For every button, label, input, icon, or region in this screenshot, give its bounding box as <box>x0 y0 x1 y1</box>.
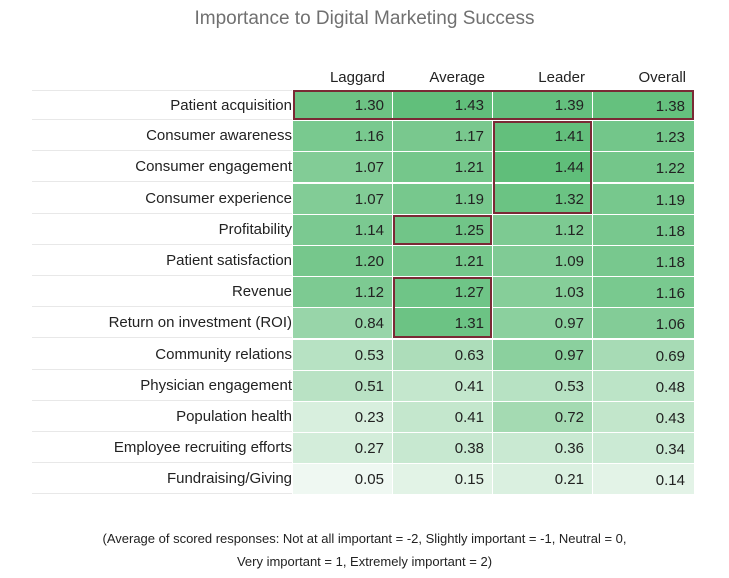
cell-patient-acquisition-average: 1.43 <box>393 90 492 120</box>
cell-population-health-laggard: 0.23 <box>293 402 392 432</box>
cell-consumer-engagement-leader: 1.44 <box>493 152 592 183</box>
table-row: Physician engagement 0.51 0.41 0.53 0.48 <box>32 370 694 402</box>
table-row: Fundraising/Giving 0.05 0.15 0.21 0.14 <box>32 464 694 495</box>
table-row: Revenue 1.12 1.27 1.03 1.16 <box>32 277 694 308</box>
row-label-fundraising-giving: Fundraising/Giving <box>32 464 292 495</box>
cell-revenue-average: 1.27 <box>393 277 492 308</box>
cell-fundraising-giving-overall: 0.14 <box>593 464 694 495</box>
row-label-community-relations: Community relations <box>32 340 292 370</box>
table-row: Profitability 1.14 1.25 1.12 1.18 <box>32 214 694 246</box>
cell-consumer-experience-average: 1.19 <box>393 183 492 214</box>
table-row: Employee recruiting efforts 0.27 0.38 0.36 0… <box>32 433 694 464</box>
cell-profitability-average: 1.25 <box>393 214 492 245</box>
cell-revenue-laggard: 1.12 <box>293 277 392 308</box>
cell-profitability-overall: 1.18 <box>593 214 694 245</box>
row-label-revenue: Revenue <box>32 277 292 308</box>
table-row: Consumer awareness 1.16 1.17 1.41 1.23 <box>32 121 694 152</box>
cell-consumer-experience-overall: 1.19 <box>593 183 694 214</box>
cell-profitability-laggard: 1.14 <box>293 214 392 245</box>
table-row: Consumer engagement 1.07 1.21 1.44 1.22 <box>32 152 694 183</box>
column-header-laggard: Laggard <box>329 69 385 86</box>
cell-fundraising-giving-laggard: 0.05 <box>293 464 392 495</box>
column-header-leader: Leader <box>538 69 585 86</box>
cell-community-relations-laggard: 0.53 <box>293 339 392 370</box>
cell-physician-engagement-laggard: 0.51 <box>293 370 392 401</box>
chart-title: Importance to Digital Marketing Success <box>194 8 535 29</box>
cell-patient-satisfaction-laggard: 1.20 <box>293 246 392 276</box>
cell-physician-engagement-average: 0.41 <box>393 370 492 401</box>
table-row: Population health 0.23 0.41 0.72 0.43 <box>32 402 694 433</box>
cell-patient-satisfaction-average: 1.21 <box>393 246 492 276</box>
row-label-profitability: Profitability <box>32 215 292 245</box>
footnote-line-2: Very important = 1, Extremely important … <box>236 554 493 569</box>
cell-return-on-investment-roi-laggard: 0.84 <box>293 308 392 339</box>
cell-patient-satisfaction-leader: 1.09 <box>493 246 592 276</box>
cell-employee-recruiting-efforts-laggard: 0.27 <box>293 433 392 464</box>
column-header-overall: Overall <box>638 69 686 86</box>
cell-fundraising-giving-leader: 0.21 <box>493 464 592 495</box>
row-label-patient-acquisition: Patient acquisition <box>32 90 292 120</box>
cell-employee-recruiting-efforts-average: 0.38 <box>393 433 492 464</box>
row-label-consumer-engagement: Consumer engagement <box>32 152 292 183</box>
cell-population-health-leader: 0.72 <box>493 402 592 432</box>
cell-revenue-leader: 1.03 <box>493 277 592 308</box>
cell-patient-acquisition-laggard: 1.30 <box>293 90 392 120</box>
cell-profitability-leader: 1.12 <box>493 214 592 245</box>
cell-employee-recruiting-efforts-overall: 0.34 <box>593 433 694 464</box>
cell-return-on-investment-roi-average: 1.31 <box>393 308 492 339</box>
cell-community-relations-overall: 0.69 <box>593 339 694 370</box>
cell-community-relations-leader: 0.97 <box>493 339 592 370</box>
cell-consumer-engagement-laggard: 1.07 <box>293 152 392 183</box>
cell-consumer-awareness-average: 1.17 <box>393 121 492 152</box>
cell-revenue-overall: 1.16 <box>593 277 694 308</box>
footnote-line-1: (Average of scored responses: Not at all… <box>102 531 627 546</box>
cell-population-health-average: 0.41 <box>393 402 492 432</box>
row-label-employee-recruiting-efforts: Employee recruiting efforts <box>32 433 292 464</box>
table-row: Patient satisfaction 1.20 1.21 1.09 1.18 <box>32 246 694 277</box>
cell-consumer-awareness-laggard: 1.16 <box>293 121 392 152</box>
cell-return-on-investment-roi-leader: 0.97 <box>493 308 592 339</box>
cell-population-health-overall: 0.43 <box>593 402 694 432</box>
cell-return-on-investment-roi-overall: 1.06 <box>593 308 694 339</box>
row-label-population-health: Population health <box>32 402 292 432</box>
cell-patient-acquisition-leader: 1.39 <box>493 90 592 120</box>
row-label-physician-engagement: Physician engagement <box>32 371 292 401</box>
row-label-return-on-investment-roi: Return on investment (ROI) <box>32 308 292 339</box>
cell-fundraising-giving-average: 0.15 <box>393 464 492 495</box>
column-header-average: Average <box>429 69 485 86</box>
cell-consumer-experience-leader: 1.32 <box>493 183 592 214</box>
cell-consumer-experience-laggard: 1.07 <box>293 183 392 214</box>
cell-patient-acquisition-overall: 1.38 <box>593 90 694 120</box>
row-label-consumer-experience: Consumer experience <box>32 184 292 214</box>
table-row: Community relations 0.53 0.63 0.97 0.69 <box>32 339 694 371</box>
cell-consumer-awareness-leader: 1.41 <box>493 121 592 152</box>
cell-consumer-engagement-overall: 1.22 <box>593 152 694 183</box>
table-row: Patient acquisition 1.30 1.43 1.39 1.38 <box>32 90 694 121</box>
table-row: Return on investment (ROI) 0.84 1.31 0.97 1.… <box>32 308 694 339</box>
cell-physician-engagement-overall: 0.48 <box>593 370 694 401</box>
cell-consumer-awareness-overall: 1.23 <box>593 121 694 152</box>
row-label-consumer-awareness: Consumer awareness <box>32 121 292 152</box>
cell-employee-recruiting-efforts-leader: 0.36 <box>493 433 592 464</box>
cell-physician-engagement-leader: 0.53 <box>493 370 592 401</box>
cell-community-relations-average: 0.63 <box>393 339 492 370</box>
row-label-patient-satisfaction: Patient satisfaction <box>32 246 292 276</box>
cell-consumer-engagement-average: 1.21 <box>393 152 492 183</box>
cell-patient-satisfaction-overall: 1.18 <box>593 246 694 276</box>
table-row: Consumer experience 1.07 1.19 1.32 1.19 <box>32 183 694 215</box>
